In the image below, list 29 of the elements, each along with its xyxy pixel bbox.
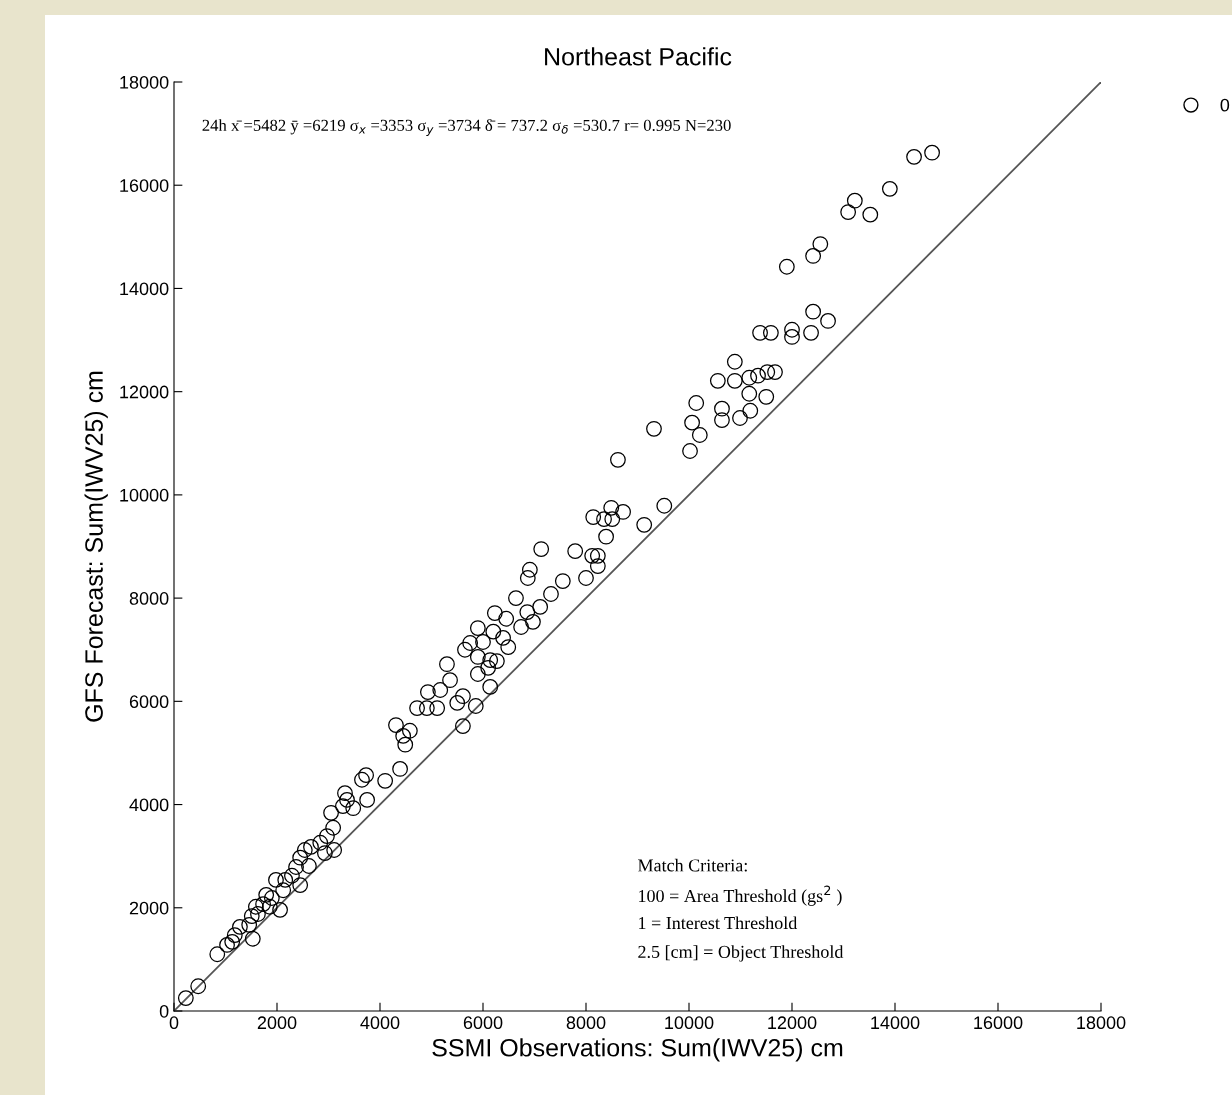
x-tick-label: 18000 xyxy=(1077,1016,1126,1030)
x-tick-label: 6000 xyxy=(463,1016,503,1030)
y-tick-label: 18000 xyxy=(120,75,169,89)
x-tick-label: 14000 xyxy=(871,1016,920,1030)
annotation: 100 = Area Threshold (gs$^{2}$ ) xyxy=(639,885,842,906)
y-axis-title: GFS Forecast: Sum(IWV25) cm xyxy=(84,371,108,722)
chart-title: Northeast Pacific xyxy=(545,47,732,66)
y-tick-label: 0 xyxy=(159,1004,169,1018)
y-tick-label: 2000 xyxy=(129,901,169,915)
annotation: 2.5 [cm] = Object Threshold xyxy=(638,945,844,962)
y-tick-label: 14000 xyxy=(120,282,169,296)
x-tick-label: 16000 xyxy=(974,1016,1023,1030)
x-tick-label: 0 xyxy=(169,1016,179,1030)
x-tick-label: 4000 xyxy=(360,1016,400,1030)
y-tick-label: 4000 xyxy=(129,798,169,812)
x-tick-label: 2000 xyxy=(257,1016,297,1030)
legend-label: 0 xyxy=(1220,98,1230,112)
x-axis-title: SSMI Observations: Sum(IWV25) cm xyxy=(432,1038,843,1062)
x-tick-label: 10000 xyxy=(665,1016,714,1030)
annotation: 24h x̄ =5482 ȳ =6219 σ$_{x}$ =3353 σ$_{y}$ =3734 δ̄ = 737.2 σ$_{δ}$ =530.7 r= 0.995 N=230 xyxy=(202,119,731,136)
y-tick-label: 6000 xyxy=(129,695,169,709)
annotation: 1 = Interest Threshold xyxy=(639,916,798,930)
y-tick-label: 12000 xyxy=(120,385,169,399)
x-tick-label: 12000 xyxy=(768,1016,817,1030)
y-tick-label: 10000 xyxy=(120,488,169,502)
y-tick-label: 16000 xyxy=(120,179,169,192)
annotation: Match Criteria: xyxy=(638,858,747,872)
y-tick-label: 8000 xyxy=(129,592,169,605)
x-tick-label: 8000 xyxy=(566,1016,606,1030)
